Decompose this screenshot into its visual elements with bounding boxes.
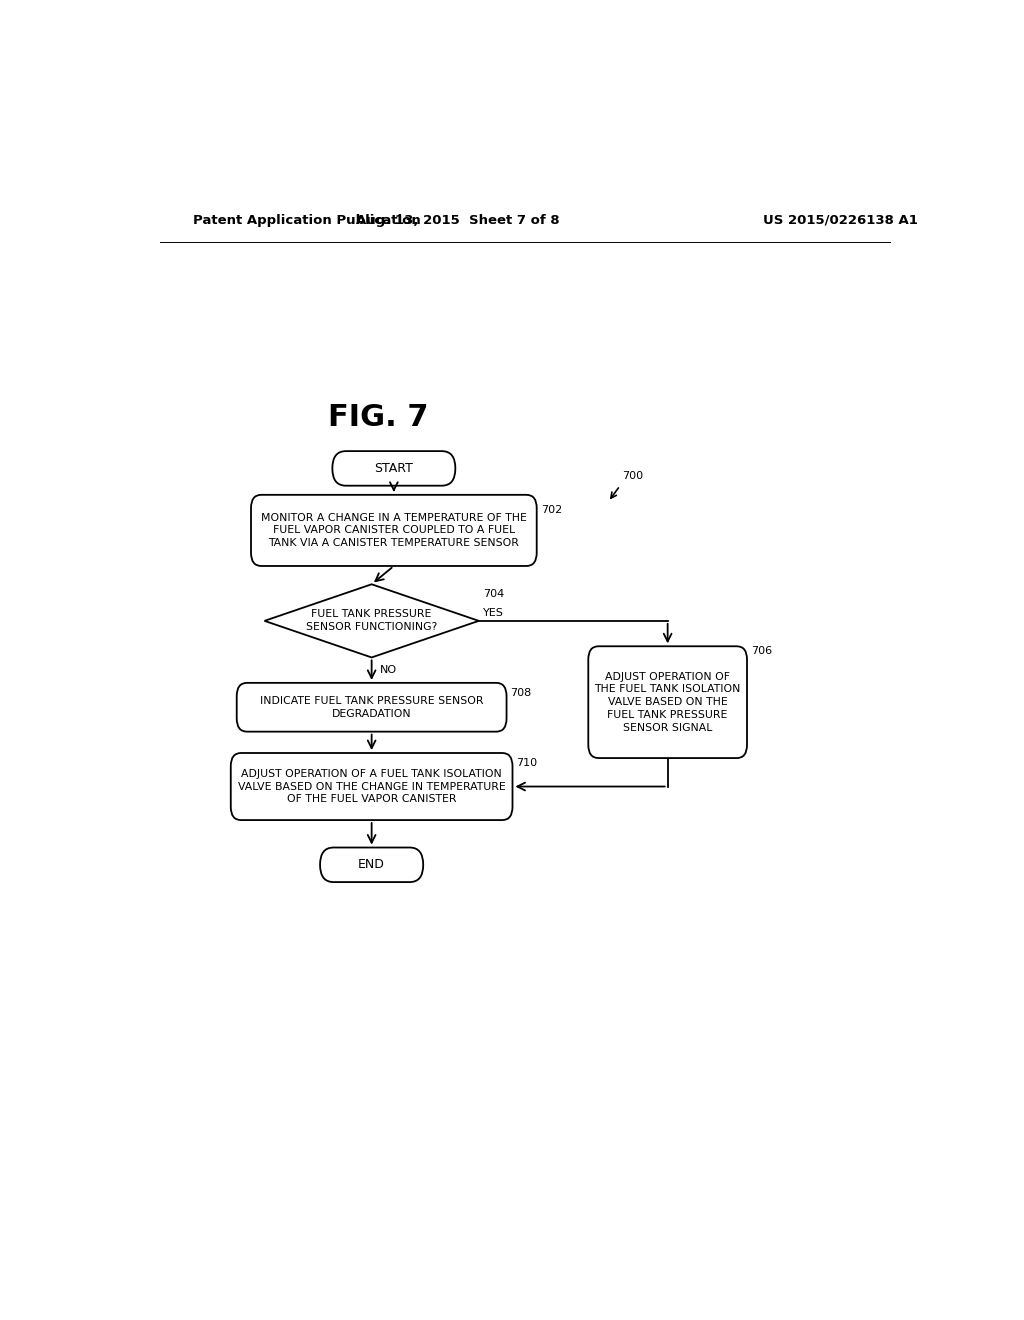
Text: FIG. 7: FIG. 7 bbox=[328, 403, 428, 432]
Text: YES: YES bbox=[482, 607, 504, 618]
Polygon shape bbox=[264, 585, 479, 657]
Text: 700: 700 bbox=[623, 470, 643, 480]
Text: START: START bbox=[375, 462, 414, 475]
Text: ADJUST OPERATION OF
THE FUEL TANK ISOLATION
VALVE BASED ON THE
FUEL TANK PRESSUR: ADJUST OPERATION OF THE FUEL TANK ISOLAT… bbox=[595, 672, 740, 733]
Text: Aug. 13, 2015  Sheet 7 of 8: Aug. 13, 2015 Sheet 7 of 8 bbox=[355, 214, 559, 227]
Text: 706: 706 bbox=[751, 647, 772, 656]
Text: NO: NO bbox=[380, 665, 396, 675]
Text: END: END bbox=[358, 858, 385, 871]
FancyBboxPatch shape bbox=[237, 682, 507, 731]
FancyBboxPatch shape bbox=[588, 647, 748, 758]
Text: MONITOR A CHANGE IN A TEMPERATURE OF THE
FUEL VAPOR CANISTER COUPLED TO A FUEL
T: MONITOR A CHANGE IN A TEMPERATURE OF THE… bbox=[261, 512, 526, 548]
Text: Patent Application Publication: Patent Application Publication bbox=[194, 214, 421, 227]
Text: 704: 704 bbox=[482, 589, 504, 599]
FancyBboxPatch shape bbox=[333, 451, 456, 486]
Text: FUEL TANK PRESSURE
SENSOR FUNCTIONING?: FUEL TANK PRESSURE SENSOR FUNCTIONING? bbox=[306, 610, 437, 632]
Text: INDICATE FUEL TANK PRESSURE SENSOR
DEGRADATION: INDICATE FUEL TANK PRESSURE SENSOR DEGRA… bbox=[260, 696, 483, 718]
Text: US 2015/0226138 A1: US 2015/0226138 A1 bbox=[763, 214, 918, 227]
Text: 702: 702 bbox=[541, 506, 562, 515]
FancyBboxPatch shape bbox=[251, 495, 537, 566]
FancyBboxPatch shape bbox=[321, 847, 423, 882]
Text: 708: 708 bbox=[511, 688, 531, 698]
Text: 710: 710 bbox=[516, 758, 538, 768]
Text: ADJUST OPERATION OF A FUEL TANK ISOLATION
VALVE BASED ON THE CHANGE IN TEMPERATU: ADJUST OPERATION OF A FUEL TANK ISOLATIO… bbox=[238, 768, 506, 804]
FancyBboxPatch shape bbox=[230, 752, 512, 820]
